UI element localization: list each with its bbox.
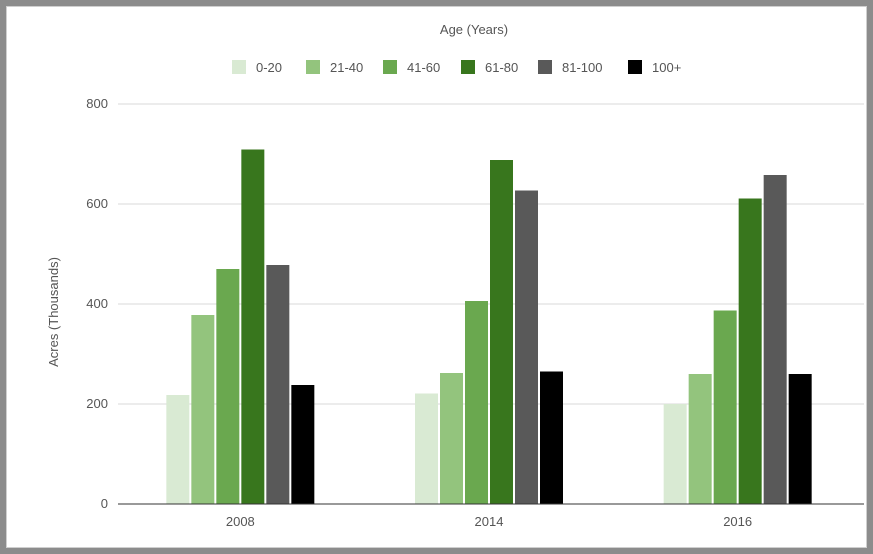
x-tick-label: 2016 [723,514,752,529]
bar-0-20-2016 [663,404,687,504]
bar-61-80-2016 [738,198,762,504]
bar-81-100-2016 [763,175,787,504]
legend-swatch [538,60,552,74]
bar-81-100-2014 [515,190,538,504]
y-tick-label: 200 [86,396,108,411]
legend-swatch [461,60,475,74]
bar-81-100-2008 [266,265,290,504]
legend-swatch [232,60,246,74]
legend-label: 21-40 [330,60,363,75]
bar-41-60-2014 [465,301,488,504]
bar-0-20-2008 [166,395,190,504]
bar-21-40-2016 [688,374,712,504]
legend-label: 100+ [652,60,681,75]
legend-label: 81-100 [562,60,602,75]
legend-swatch [383,60,397,74]
bar-100plus-2008 [291,385,315,504]
bar-21-40-2014 [440,373,463,504]
legend-label: 61-80 [485,60,518,75]
bar-61-80-2014 [490,160,513,504]
legend-swatch [628,60,642,74]
bar-41-60-2008 [216,269,240,504]
bar-41-60-2016 [713,310,737,504]
bar-61-80-2008 [241,149,265,504]
x-axis-ticks: 2008 2014 2016 [226,514,752,529]
legend-swatch [306,60,320,74]
y-axis-ticks: 0 200 400 600 800 [86,96,108,511]
bar-21-40-2008 [191,315,215,504]
legend-label: 41-60 [407,60,440,75]
bars [166,149,812,504]
y-tick-label: 400 [86,296,108,311]
legend-label: 0-20 [256,60,282,75]
y-tick-label: 600 [86,196,108,211]
y-axis-label: Acres (Thousands) [46,257,61,367]
x-tick-label: 2014 [475,514,504,529]
legend: 0-20 21-40 41-60 61-80 81-100 100+ [232,60,681,75]
y-tick-label: 800 [86,96,108,111]
y-tick-label: 0 [101,496,108,511]
bar-100plus-2014 [540,371,563,504]
chart-frame-inner [6,6,867,548]
bar-0-20-2014 [415,393,438,504]
bar-100plus-2016 [788,374,812,504]
x-tick-label: 2008 [226,514,255,529]
legend-title: Age (Years) [440,22,508,37]
